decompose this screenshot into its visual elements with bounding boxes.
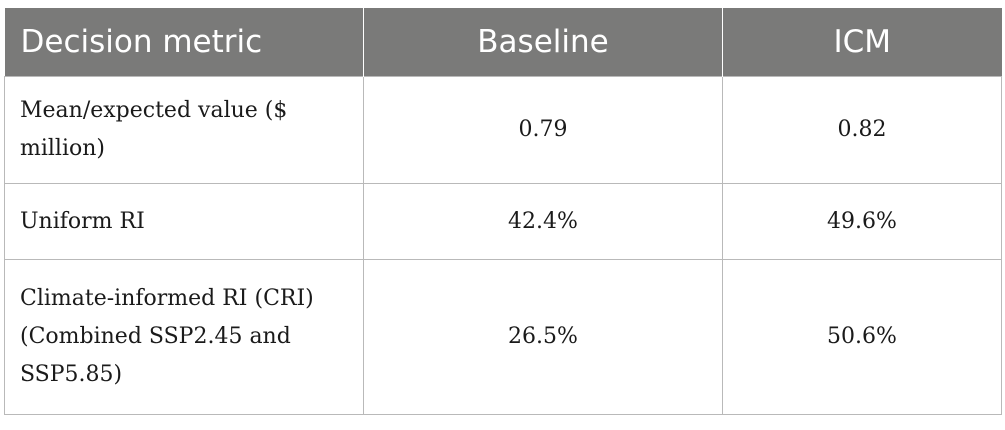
header-icm: ICM <box>722 8 1002 77</box>
baseline-cell: 26.5% <box>363 259 723 415</box>
header-baseline: Baseline <box>363 8 723 77</box>
icm-cell: 0.82 <box>722 76 1002 184</box>
baseline-cell: 0.79 <box>363 76 723 184</box>
header-row: Decision metric Baseline ICM <box>4 8 1002 77</box>
table-container: Decision metric Baseline ICM Mean/expect… <box>4 8 1002 415</box>
table-row: Uniform RI 42.4% 49.6% <box>4 183 1002 260</box>
icm-cell: 50.6% <box>722 259 1002 415</box>
metric-cell: Mean/expected value ($ million) <box>4 76 364 184</box>
header-decision-metric: Decision metric <box>4 8 364 77</box>
baseline-cell: 42.4% <box>363 183 723 260</box>
metric-cell: Climate-informed RI (CRI) (Combined SSP2… <box>4 259 364 415</box>
decision-metrics-table: Decision metric Baseline ICM Mean/expect… <box>4 8 1002 415</box>
table-row: Mean/expected value ($ million) 0.79 0.8… <box>4 76 1002 184</box>
table-row: Climate-informed RI (CRI) (Combined SSP2… <box>4 259 1002 415</box>
icm-cell: 49.6% <box>722 183 1002 260</box>
metric-cell: Uniform RI <box>4 183 364 260</box>
